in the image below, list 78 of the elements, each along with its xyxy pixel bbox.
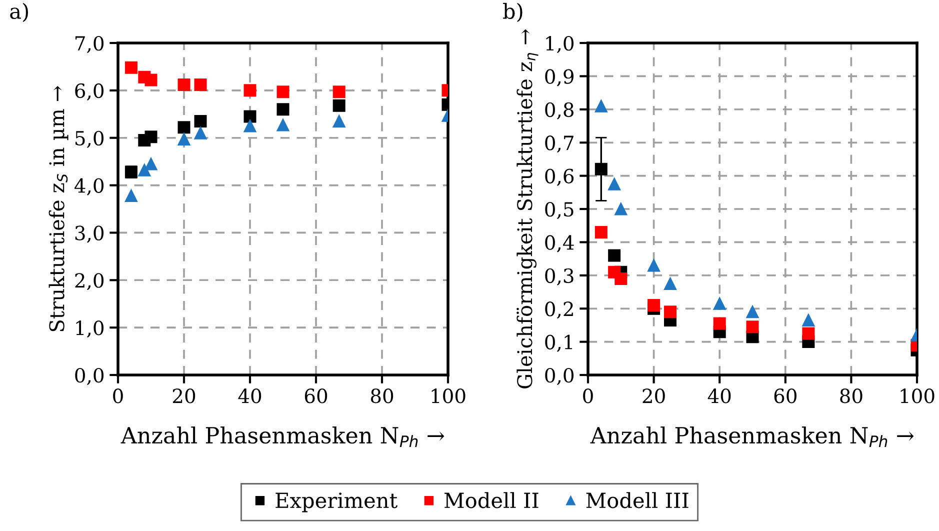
x-tick-label: 60 [774,388,796,404]
point [178,121,190,134]
point [244,84,256,97]
point [802,327,815,340]
point [194,126,207,140]
point [244,110,256,123]
y-tick-label: 3,0 [75,226,104,243]
point [178,78,190,91]
y-tick-label: 1,0 [546,36,574,54]
point [614,202,628,216]
point [664,277,676,290]
y-tick-label: 0,8 [545,102,574,120]
x-tick-label: 100 [900,388,934,404]
point [746,306,759,318]
point [144,158,158,170]
y-tick-label: 4,0 [74,178,104,196]
point [608,178,621,190]
point [194,115,207,128]
chart-title: b) [503,2,522,22]
point [594,100,608,112]
y-tick-label: 0,0 [545,368,574,386]
point [138,164,151,176]
point [648,299,660,312]
point [276,103,290,116]
point [594,162,608,176]
x-tick-label: 0 [583,388,593,404]
x-tick-label: 0 [113,388,123,404]
x-tick-label: 20 [642,388,665,404]
y-tick-label: 0,1 [545,334,572,352]
y-tick-label: 0,6 [545,168,574,186]
x-axis-title: Anzahl Phasenmasken N$_{Ph}$ → [120,426,444,447]
y-tick-label: 2,0 [75,273,104,290]
y-axis-title: Strukturtiefe z$_{S}$ in µm → [48,86,68,332]
point [276,86,290,98]
point [746,320,759,334]
y-tick-label: 5,0 [76,130,104,148]
x-tick-label: 60 [304,388,328,404]
point [332,115,346,128]
legend-label: Experiment [276,492,398,512]
y-tick-label: 0,0 [75,368,104,386]
point [802,314,815,326]
point [594,226,608,238]
x-tick-label: 80 [370,388,394,404]
x-tick-label: 100 [432,388,466,404]
point [713,297,726,310]
x-tick-label: 40 [238,388,262,404]
x-tick-label: 80 [840,388,862,404]
point [144,130,158,144]
legend-label: Modell III [586,492,688,508]
point [124,189,138,202]
point [648,259,660,272]
point [332,86,346,98]
chart-title: a) [10,2,28,22]
y-tick-label: 0,4 [545,235,574,252]
point [332,99,346,112]
point [713,317,726,330]
point [614,272,628,285]
y-tick-label: 7,0 [76,36,104,54]
point [664,306,676,318]
y-tick-label: 0,3 [545,268,574,286]
y-tick-label: 0,9 [545,69,574,86]
y-tick-label: 0,7 [545,136,574,153]
x-tick-label: 40 [708,388,731,404]
y-axis-title: Gleichförmigkeit Strukturtiefe z$_{η}$ → [516,29,538,388]
y-tick-label: 1,0 [76,320,104,338]
y-tick-label: 0,2 [545,302,573,319]
point [608,249,621,262]
point [244,120,256,132]
point [144,74,158,86]
point [194,78,207,91]
point [124,61,138,74]
x-axis-title: Anzahl Phasenmasken N$_{Ph}$ → [590,426,914,447]
legend-label: Modell II [444,492,538,508]
x-tick-label: 20 [172,388,196,404]
y-tick-label: 6,0 [75,83,104,100]
point [276,118,290,132]
point [178,133,190,146]
y-tick-label: 0,5 [545,202,574,220]
